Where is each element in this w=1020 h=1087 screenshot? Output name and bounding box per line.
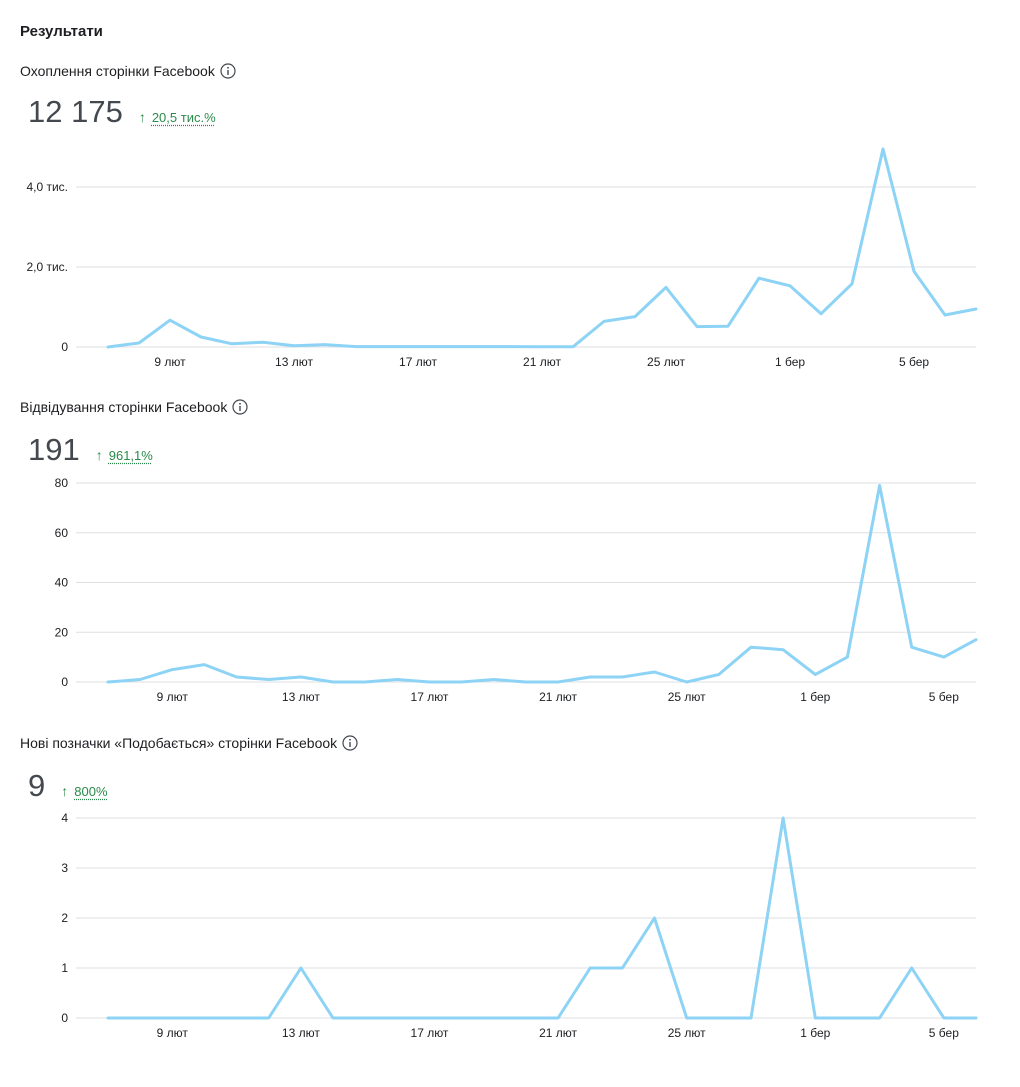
data-point[interactable] [586, 964, 594, 972]
info-icon[interactable] [232, 399, 248, 415]
data-point[interactable] [972, 1014, 980, 1022]
metric-value-row: 191 ↑ 961,1% [28, 432, 153, 468]
data-point[interactable] [265, 1014, 273, 1022]
x-tick-label: 17 лют [411, 1026, 449, 1040]
series-line[interactable] [106, 147, 978, 349]
x-tick-label: 17 лют [399, 355, 437, 369]
data-point[interactable] [715, 1014, 723, 1022]
x-tick-label: 5 бер [929, 690, 959, 704]
data-point[interactable] [233, 1014, 241, 1022]
metric-change-percent[interactable]: 800% [74, 783, 108, 799]
data-point[interactable] [908, 964, 916, 972]
data-point[interactable] [425, 1014, 433, 1022]
y-tick-label: 1 [61, 961, 68, 975]
section-title: Результати [20, 23, 103, 40]
x-tick-label: 25 лют [647, 355, 685, 369]
y-tick-label: 40 [55, 576, 69, 590]
metric-value-row: 9 ↑ 800% [28, 768, 108, 804]
x-tick-label: 21 лют [539, 1026, 577, 1040]
line-chart-reach: 0 2,0 тис. 4,0 тис. 9 лют 13 лют 17 лют 21 лют… [26, 147, 978, 369]
data-point[interactable] [297, 964, 305, 972]
arrow-up-icon: ↑ [61, 783, 69, 799]
x-tick-label: 21 лют [539, 690, 577, 704]
data-point[interactable] [843, 1014, 851, 1022]
metric-title-text: Охоплення сторінки Facebook [20, 63, 215, 79]
x-tick-label: 1 бер [800, 690, 830, 704]
info-icon[interactable] [342, 735, 358, 751]
metric-change: ↑ 20,5 тис.% [139, 109, 216, 125]
metric-title-text: Відвідування сторінки Facebook [20, 399, 228, 415]
data-point[interactable] [876, 1014, 884, 1022]
data-point[interactable] [747, 1014, 755, 1022]
data-point[interactable] [200, 1014, 208, 1022]
x-tick-label: 17 лют [411, 690, 449, 704]
data-point[interactable] [651, 914, 659, 922]
metric-value: 191 [28, 432, 80, 467]
x-tick-label: 25 лют [668, 690, 706, 704]
metric-value: 9 [28, 768, 46, 803]
data-point[interactable] [104, 1014, 112, 1022]
series-line[interactable] [106, 484, 978, 684]
info-icon[interactable] [220, 63, 236, 79]
data-point[interactable] [168, 1014, 176, 1022]
x-tick-label: 5 бер [929, 1026, 959, 1040]
metric-title: Відвідування сторінки Facebook [20, 399, 248, 415]
data-point[interactable] [393, 1014, 401, 1022]
x-tick-label: 9 лют [157, 1026, 189, 1040]
x-tick-label: 13 лют [275, 355, 313, 369]
line-chart-likes: 0 1 2 3 4 9 лют 13 лют 17 лют 21 лют 25 лют 1 бер 5… [61, 811, 980, 1040]
y-tick-label: 60 [55, 526, 69, 540]
data-point[interactable] [554, 1014, 562, 1022]
data-point[interactable] [683, 1014, 691, 1022]
data-point[interactable] [490, 1014, 498, 1022]
x-tick-label: 9 лют [154, 355, 186, 369]
metric-change: ↑ 800% [61, 783, 107, 799]
y-tick-label: 0 [61, 1011, 68, 1025]
data-point[interactable] [329, 1014, 337, 1022]
data-point[interactable] [811, 1014, 819, 1022]
x-tick-label: 13 лют [282, 690, 320, 704]
data-point[interactable] [779, 814, 787, 822]
x-tick-label: 25 лют [668, 1026, 706, 1040]
y-tick-label: 4 [61, 811, 68, 825]
data-point[interactable] [618, 964, 626, 972]
arrow-up-icon: ↑ [138, 109, 146, 125]
metric-value-row: 12 175 ↑ 20,5 тис.% [28, 94, 216, 130]
metric-title: Нові позначки «Подобається» сторінки Fac… [20, 735, 358, 751]
metric-change-percent[interactable]: 20,5 тис.% [151, 109, 216, 125]
series-line[interactable] [106, 816, 978, 1020]
data-point[interactable] [940, 1014, 948, 1022]
x-tick-label: 21 лют [523, 355, 561, 369]
data-point[interactable] [522, 1014, 530, 1022]
y-tick-label: 20 [55, 625, 69, 639]
x-tick-label: 5 бер [899, 355, 929, 369]
y-tick-label: 0 [61, 675, 68, 689]
y-tick-label: 4,0 тис. [26, 180, 68, 194]
y-tick-label: 2 [61, 911, 68, 925]
metric-change-percent[interactable]: 961,1% [108, 447, 153, 463]
x-tick-label: 13 лют [282, 1026, 320, 1040]
metric-title-text: Нові позначки «Подобається» сторінки Fac… [20, 735, 338, 751]
metric-change: ↑ 961,1% [96, 447, 153, 463]
x-tick-label: 1 бер [800, 1026, 830, 1040]
x-tick-label: 1 бер [775, 355, 805, 369]
arrow-up-icon: ↑ [95, 447, 103, 463]
x-tick-label: 9 лют [157, 690, 189, 704]
line-chart-visits: 0 20 40 60 80 9 лют 13 лют 17 лют 21 лют 25 лют 1 … [55, 476, 978, 704]
y-tick-label: 0 [61, 340, 68, 354]
data-point[interactable] [361, 1014, 369, 1022]
metric-value: 12 175 [28, 94, 123, 129]
metric-title: Охоплення сторінки Facebook [20, 63, 236, 79]
y-tick-label: 3 [61, 861, 68, 875]
data-point[interactable] [136, 1014, 144, 1022]
y-tick-label: 80 [55, 476, 69, 490]
y-tick-label: 2,0 тис. [26, 260, 68, 274]
data-point[interactable] [458, 1014, 466, 1022]
